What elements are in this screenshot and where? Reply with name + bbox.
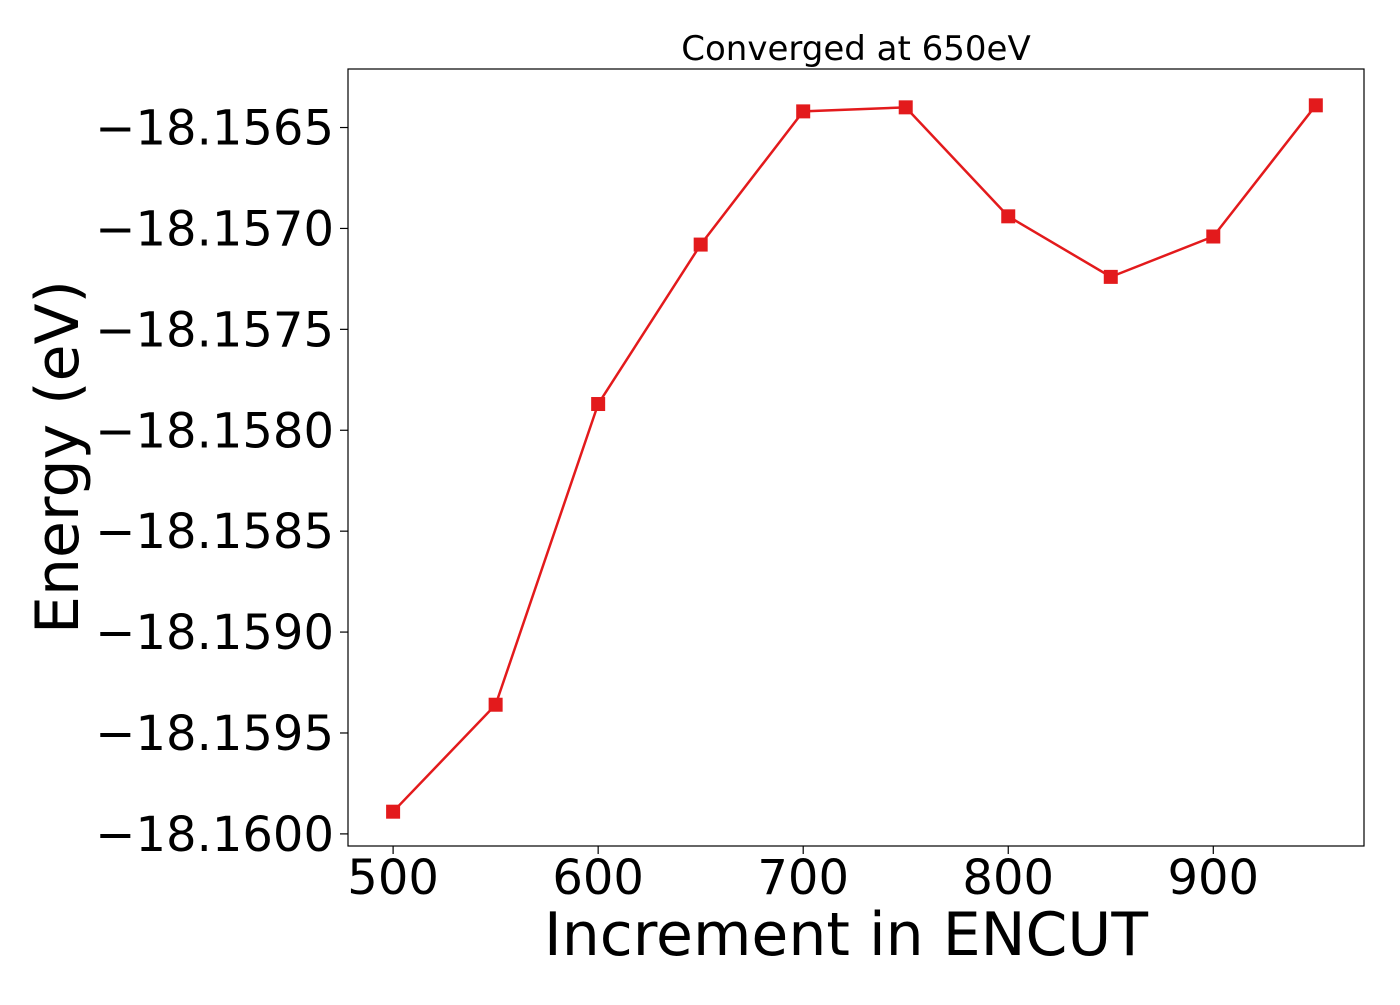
x-tick-label: 900	[1167, 850, 1259, 906]
x-tick-label: 800	[962, 850, 1054, 906]
y-tick-label: −18.1585	[95, 504, 334, 560]
data-point-marker	[488, 697, 503, 712]
data-point-marker	[591, 397, 606, 412]
x-axis: 500 600 700 800 900	[347, 846, 1259, 906]
y-tick-label: −18.1575	[95, 302, 334, 358]
x-tick-label: 600	[552, 850, 644, 906]
data-point-marker	[898, 100, 913, 115]
y-tick-label: −18.1565	[95, 101, 334, 157]
data-point-marker	[386, 804, 401, 819]
y-tick-label: −18.1570	[95, 201, 334, 257]
data-point-marker	[1308, 98, 1323, 113]
y-axis: −18.1600 −18.1595 −18.1590 −18.1585 −18.1580…	[95, 101, 348, 863]
x-axis-label: Increment in ENCUT	[544, 900, 1148, 970]
data-point-marker	[796, 104, 811, 119]
data-point-marker	[1001, 209, 1016, 224]
y-tick-label: −18.1580	[95, 403, 334, 459]
x-tick-label: 700	[757, 850, 849, 906]
data-point-marker	[1206, 229, 1221, 244]
x-tick-label: 500	[347, 850, 439, 906]
plot-area-frame	[347, 68, 1365, 847]
y-axis-label: Energy (eV)	[23, 280, 93, 634]
y-tick-label: −18.1595	[95, 706, 334, 762]
series-line	[392, 104, 1317, 813]
y-tick-label: −18.1590	[95, 605, 334, 661]
y-tick-label: −18.1600	[95, 807, 334, 863]
chart-title: Converged at 650eV	[681, 29, 1030, 69]
data-point-marker	[693, 237, 708, 252]
data-point-marker	[1103, 269, 1118, 284]
series-layer	[386, 98, 1323, 819]
